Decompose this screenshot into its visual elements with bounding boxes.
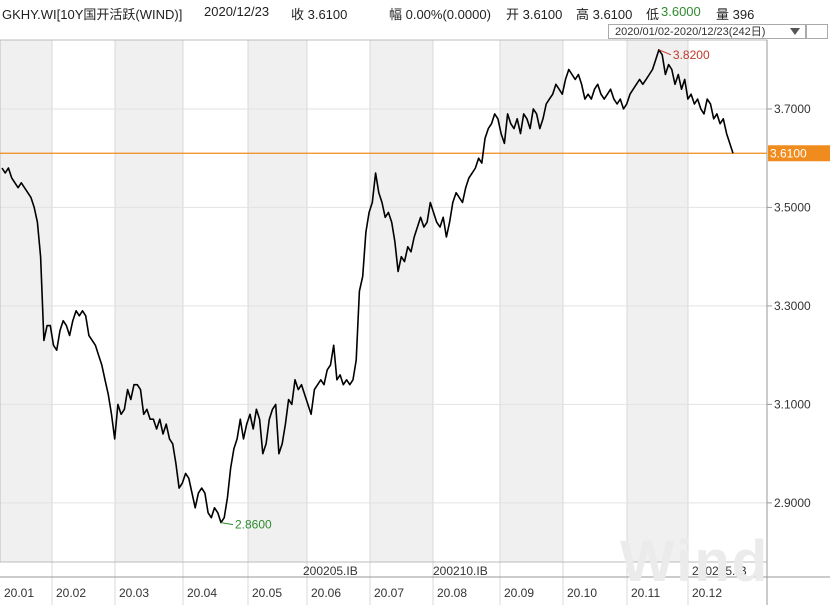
y-tick-label: 3.1000	[774, 397, 811, 411]
month-shade	[115, 40, 183, 562]
contract-labels: 200205.IB 200210.IB 200215.IB	[303, 564, 747, 578]
min-pointer	[220, 522, 234, 526]
close-value: 收 3.6100	[291, 7, 348, 22]
low-label: 低	[646, 7, 660, 22]
chevron-down-icon[interactable]	[790, 28, 800, 35]
x-tick-label: 20.03	[119, 586, 149, 600]
quote-date: 2020/12/23	[204, 4, 270, 19]
x-tick-label: 20.11	[631, 586, 660, 600]
change-value: 幅 0.00%(0.0000)	[389, 7, 491, 22]
gridlines	[0, 40, 767, 605]
x-tick-label: 20.10	[567, 586, 597, 600]
instrument-code: GKHY.WI[10Y国开活跃(WIND)]	[2, 7, 183, 22]
current-value-badge	[768, 145, 830, 162]
x-tick-label: 20.01	[4, 586, 34, 600]
volume-value: 量 396	[716, 7, 755, 22]
extreme-markers: 3.8200 2.8600	[220, 48, 710, 532]
high-value: 高 3.6100	[576, 7, 633, 22]
max-pointer	[658, 49, 672, 56]
month-shade	[0, 40, 52, 562]
x-tick-label: 20.09	[504, 586, 534, 600]
current-value-label: 3.6100	[770, 146, 807, 160]
x-axis-ticks: 20.01 20.02 20.03 20.04 20.05 20.06 20.07 20.08…	[4, 586, 722, 600]
x-tick-label: 20.07	[374, 586, 404, 600]
date-range-dropdown[interactable]	[806, 24, 828, 39]
max-label: 3.8200	[673, 48, 710, 62]
month-shading	[0, 40, 688, 562]
quote-header: GKHY.WI[10Y国开活跃(WIND)] 2020/12/23 收 3.61…	[0, 0, 830, 24]
y-tick-label: 3.7000	[774, 102, 811, 116]
month-shade	[500, 40, 563, 562]
date-range-selector[interactable]: 2020/01/02-2020/12/23(242日)	[608, 24, 806, 39]
price-line	[1, 48, 734, 524]
contract-label: 200210.IB	[433, 564, 488, 578]
open-value: 开 3.6100	[506, 7, 563, 22]
month-shade	[627, 40, 688, 562]
x-tick-label: 20.04	[187, 586, 217, 600]
y-tick-label: 2.9000	[774, 496, 811, 510]
x-tick-label: 20.08	[437, 586, 467, 600]
contract-label: 200215.IB	[692, 564, 747, 578]
low-value: 3.6000	[661, 4, 701, 19]
y-tick-label: 3.5000	[774, 200, 811, 214]
x-tick-label: 20.02	[56, 586, 86, 600]
x-tick-label: 20.06	[311, 586, 341, 600]
month-shade	[248, 40, 307, 562]
min-label: 2.8600	[235, 518, 272, 532]
x-tick-label: 20.12	[692, 586, 722, 600]
x-tick-label: 20.05	[252, 586, 282, 600]
wind-watermark: Wind	[620, 529, 770, 594]
month-shade	[370, 40, 433, 562]
y-tick-label: 3.3000	[774, 299, 811, 313]
y-axis-ticks: 2.9000 3.1000 3.3000 3.5000 3.7000	[767, 102, 811, 510]
contract-label: 200205.IB	[303, 564, 358, 578]
